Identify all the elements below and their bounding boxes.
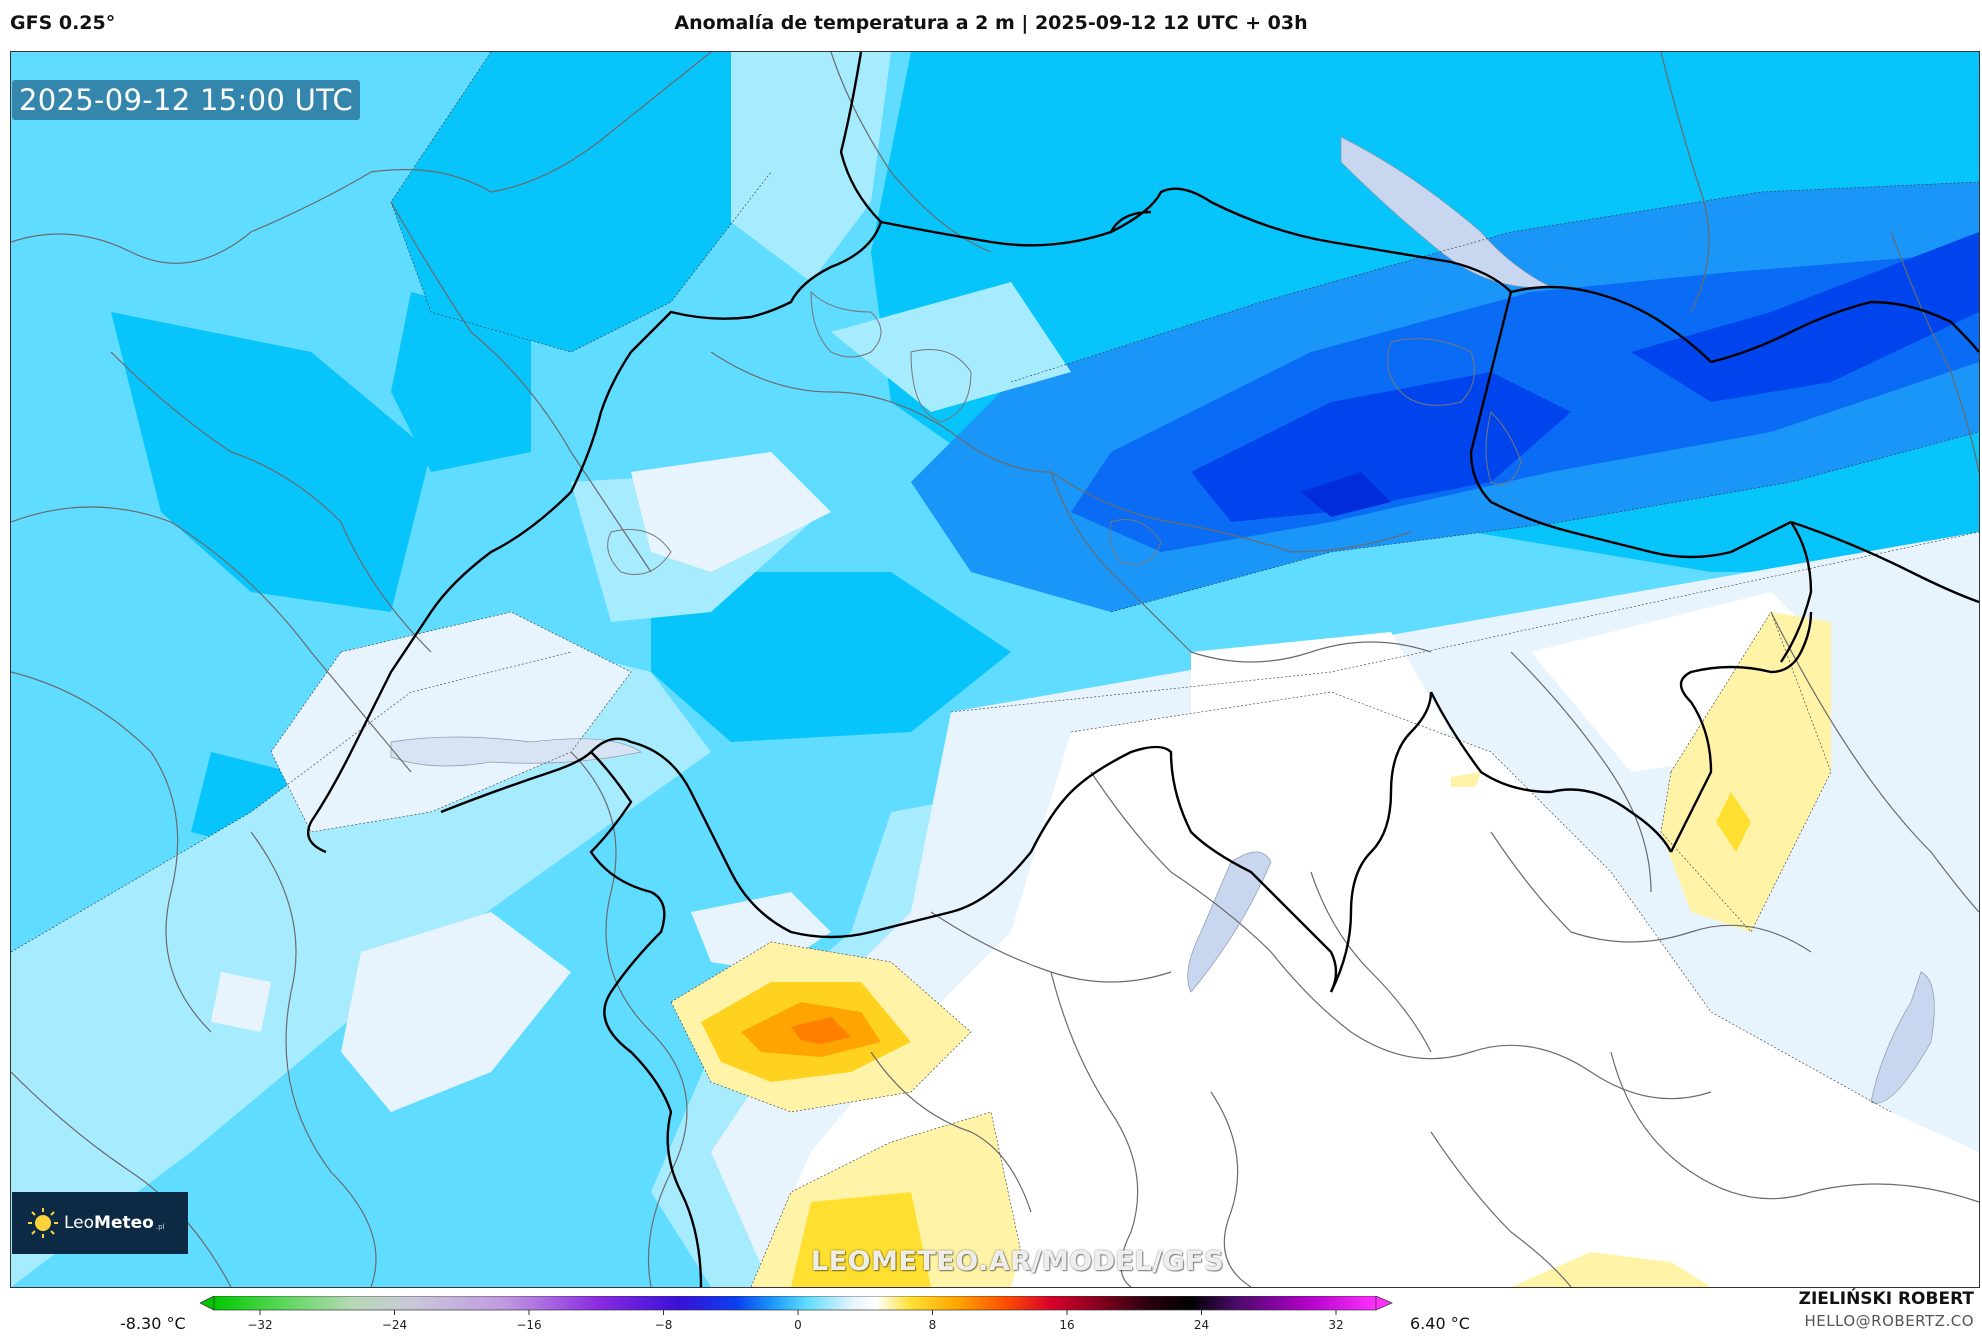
anomaly-zone-white [1271, 952, 1611, 1152]
anomaly-zone-white [1191, 632, 1451, 772]
watermark: LEOMETEO.AR/MODEL/GFS [811, 1246, 1225, 1277]
anomaly-zone-cyan [391, 52, 771, 352]
colorbar-tick-label: 0 [794, 1318, 802, 1332]
colorbar-tick-label: −24 [382, 1318, 407, 1332]
anomaly-zone-pale-yellow [1511, 1252, 1711, 1287]
map-panel[interactable]: 2025-09-12 15:00 UTC LeoMeteo .pl LEOMET… [10, 51, 1980, 1288]
model-label: GFS 0.25° [10, 12, 116, 34]
lake-garda [1870, 971, 1935, 1104]
map-title: Anomalía de temperatura a 2 m | 2025-09-… [674, 12, 1308, 34]
colorbar-right-arrow [1375, 1296, 1393, 1311]
anomaly-zone-deep-blue [1301, 472, 1391, 517]
legend-max-label: 6.40 °C [1410, 1314, 1470, 1333]
author-email[interactable]: HELLO@ROBERTZ.CO [1804, 1312, 1974, 1330]
anomaly-zone-pale-cyan [831, 282, 1071, 412]
anomaly-zone-dark-orange [791, 1017, 851, 1044]
sun-icon [28, 1208, 58, 1238]
colorbar-tick-label: 32 [1328, 1318, 1343, 1332]
anomaly-zone-pale-yellow [1451, 772, 1481, 787]
regional-borders [11, 52, 1979, 1287]
anomaly-zone-near-white [271, 612, 631, 832]
enclave-borders [607, 290, 1522, 575]
lake-geneva [390, 736, 642, 767]
author-name: ZIELIŃSKI ROBERT [1798, 1289, 1974, 1309]
colorbar-gradient [213, 1296, 1377, 1311]
anomaly-zone-yellow [791, 1192, 931, 1287]
leometeo-logo[interactable]: LeoMeteo .pl [12, 1192, 188, 1254]
colorbar-tick-label: 16 [1059, 1318, 1074, 1332]
valid-time-badge: 2025-09-12 15:00 UTC [12, 80, 361, 120]
anomaly-zone-pale-yellow [1661, 612, 1831, 932]
colorbar-tick-label: 8 [929, 1318, 937, 1332]
national-borders [306, 52, 1979, 1287]
legend-min-label: -8.30 °C [120, 1314, 186, 1333]
logo-brand-bold: Meteo [94, 1213, 154, 1233]
anomaly-zone-near-white [341, 912, 571, 1112]
lake-como [1187, 851, 1272, 993]
anomaly-zone-yellow [1716, 792, 1751, 852]
colorbar-tick-label: −16 [516, 1318, 541, 1332]
colorbar-tick-label: −32 [247, 1318, 272, 1332]
anomaly-zone-cyan [651, 572, 1011, 742]
colorbar-left-arrow [200, 1296, 215, 1311]
anomaly-zone-cyan [391, 292, 531, 472]
temperature-anomaly-map [11, 52, 1979, 1287]
anomaly-zone-near-white [211, 972, 271, 1032]
logo-suffix: .pl [155, 1223, 165, 1231]
colorbar-tick-label: −8 [655, 1318, 673, 1332]
colorbar-ticks: −32 −24 −16 −8 0 8 16 24 32 [247, 1310, 1344, 1332]
color-scale-bar: −32 −24 −16 −8 0 8 16 24 32 [200, 1296, 1393, 1332]
colorbar-tick-label: 24 [1194, 1318, 1209, 1332]
logo-text: LeoMeteo [64, 1213, 154, 1233]
contour-lines [11, 52, 1979, 1287]
anomaly-zone-near-white [631, 452, 831, 572]
anomaly-zone-cyan [111, 312, 431, 612]
logo-brand-light: Leo [64, 1213, 95, 1233]
anomaly-zone-deep-blue [1191, 372, 1571, 522]
